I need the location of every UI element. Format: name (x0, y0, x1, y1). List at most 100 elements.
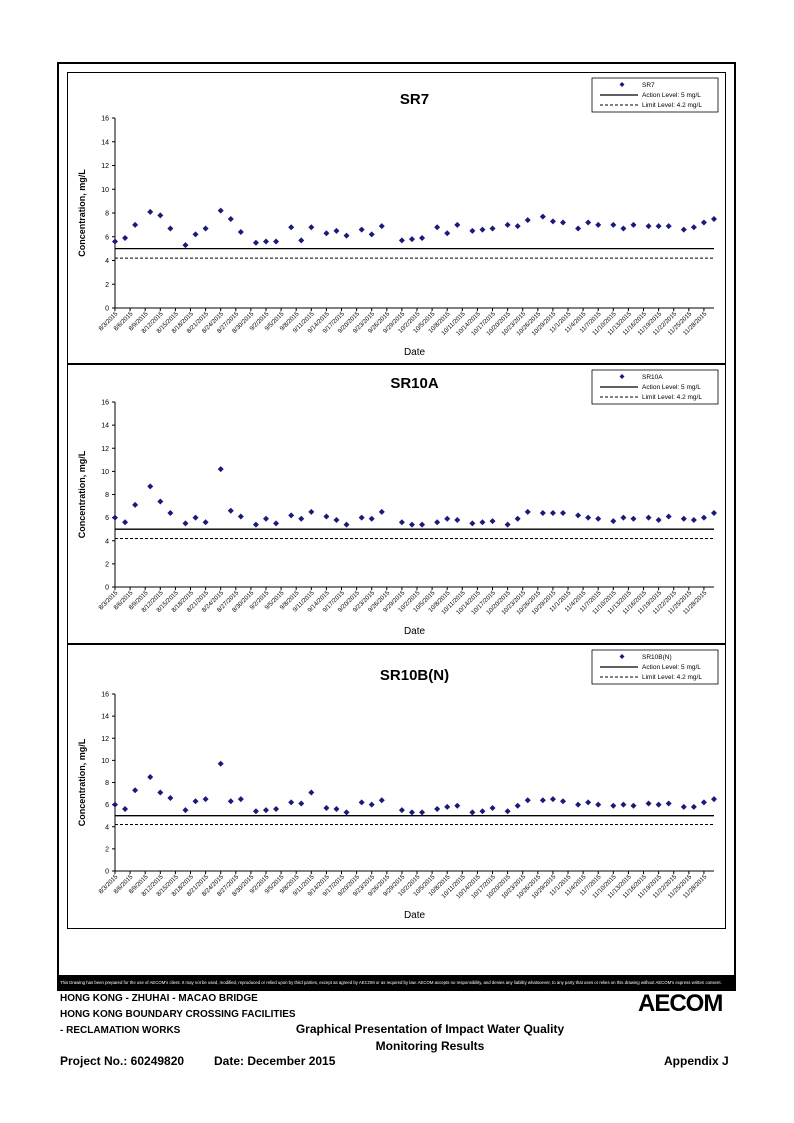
data-point (202, 519, 209, 526)
data-point (700, 514, 707, 521)
data-point (504, 521, 511, 528)
y-tick-label: 6 (105, 802, 109, 809)
data-point (479, 519, 486, 526)
y-tick-label: 14 (101, 139, 109, 146)
data-point (323, 804, 330, 811)
data-point (192, 514, 199, 521)
y-axis-label: Concentration, mg/L (77, 169, 87, 257)
data-point (454, 221, 461, 228)
y-tick-label: 0 (105, 306, 109, 313)
data-point (444, 230, 451, 237)
project-line-2: HONG KONG BOUNDARY CROSSING FACILITIES (60, 1009, 296, 1020)
y-tick-label: 12 (101, 446, 109, 453)
data-point (182, 242, 189, 249)
data-point (182, 520, 189, 527)
data-point (217, 760, 224, 767)
project-number: Project No.: 60249820 (60, 1054, 185, 1068)
y-tick-label: 12 (101, 736, 109, 743)
x-axis-label: Date (404, 347, 426, 358)
data-point (333, 516, 340, 523)
data-point (122, 806, 129, 813)
legend-limit-label: Limit Level: 4.2 mg/L (642, 394, 702, 401)
y-tick-label: 4 (105, 258, 109, 265)
data-point (378, 797, 385, 804)
data-point (298, 800, 305, 807)
data-point (263, 515, 270, 522)
data-point (323, 230, 330, 237)
data-point (192, 798, 199, 805)
data-point (333, 227, 340, 234)
data-point (122, 519, 129, 526)
data-point (398, 237, 405, 244)
data-point (237, 229, 244, 235)
data-point (454, 802, 461, 809)
data-point (419, 234, 426, 241)
data-point (711, 510, 717, 516)
data-point (665, 513, 672, 520)
data-point (298, 515, 305, 522)
data-point (237, 513, 244, 520)
y-tick-label: 10 (101, 187, 109, 194)
data-point (524, 217, 531, 224)
y-tick-label: 6 (105, 234, 109, 241)
data-point (167, 510, 174, 516)
y-tick-label: 2 (105, 846, 109, 853)
data-point (419, 809, 426, 816)
data-point (489, 225, 496, 232)
data-point (549, 796, 556, 803)
chart-title: SR7 (400, 91, 429, 108)
data-point (711, 796, 717, 803)
data-point (610, 518, 617, 525)
chart-panel-sr10bn: SR10B(N) 0 2 4 6 8 10 12 14 16 Concentration, mg/L… (67, 644, 726, 929)
data-point (434, 224, 441, 231)
data-point (263, 807, 270, 814)
legend-limit-label: Limit Level: 4.2 mg/L (642, 674, 702, 681)
data-point (524, 508, 531, 515)
x-axis-label: Date (404, 910, 426, 921)
data-point (298, 237, 305, 244)
legend-series-marker (619, 374, 625, 379)
data-point (514, 515, 521, 522)
data-point (263, 238, 270, 245)
data-point (489, 518, 496, 525)
data-point (227, 798, 234, 805)
data-point (227, 507, 234, 514)
data-point (408, 521, 415, 528)
data-point (167, 794, 174, 801)
data-point (147, 208, 154, 215)
data-point (157, 212, 164, 219)
data-point (167, 225, 174, 232)
aecom-logo: AECOM (638, 990, 723, 1017)
data-point (595, 221, 602, 228)
data-point (237, 796, 244, 803)
y-tick-label: 4 (105, 824, 109, 831)
data-point (157, 789, 164, 796)
data-point (288, 799, 295, 806)
data-point (630, 221, 637, 228)
data-point (368, 801, 375, 808)
y-tick-label: 6 (105, 515, 109, 522)
data-point (273, 520, 280, 527)
data-point (585, 219, 592, 226)
data-point (217, 207, 224, 214)
data-point (504, 221, 511, 228)
data-point (700, 219, 707, 226)
legend-limit-label: Limit Level: 4.2 mg/L (642, 102, 702, 109)
data-point (323, 513, 330, 520)
data-point (398, 519, 405, 526)
data-point (559, 219, 566, 226)
data-point (469, 227, 476, 234)
data-point (539, 213, 546, 220)
y-tick-label: 4 (105, 538, 109, 545)
appendix-label: Appendix J (664, 1054, 729, 1068)
y-tick-label: 0 (105, 869, 109, 876)
y-tick-label: 0 (105, 585, 109, 592)
x-axis-label: Date (404, 626, 426, 637)
data-point (333, 806, 340, 813)
y-tick-label: 14 (101, 423, 109, 430)
data-point (504, 808, 511, 815)
data-point (358, 226, 365, 233)
data-point (419, 521, 426, 528)
data-point (273, 238, 280, 245)
